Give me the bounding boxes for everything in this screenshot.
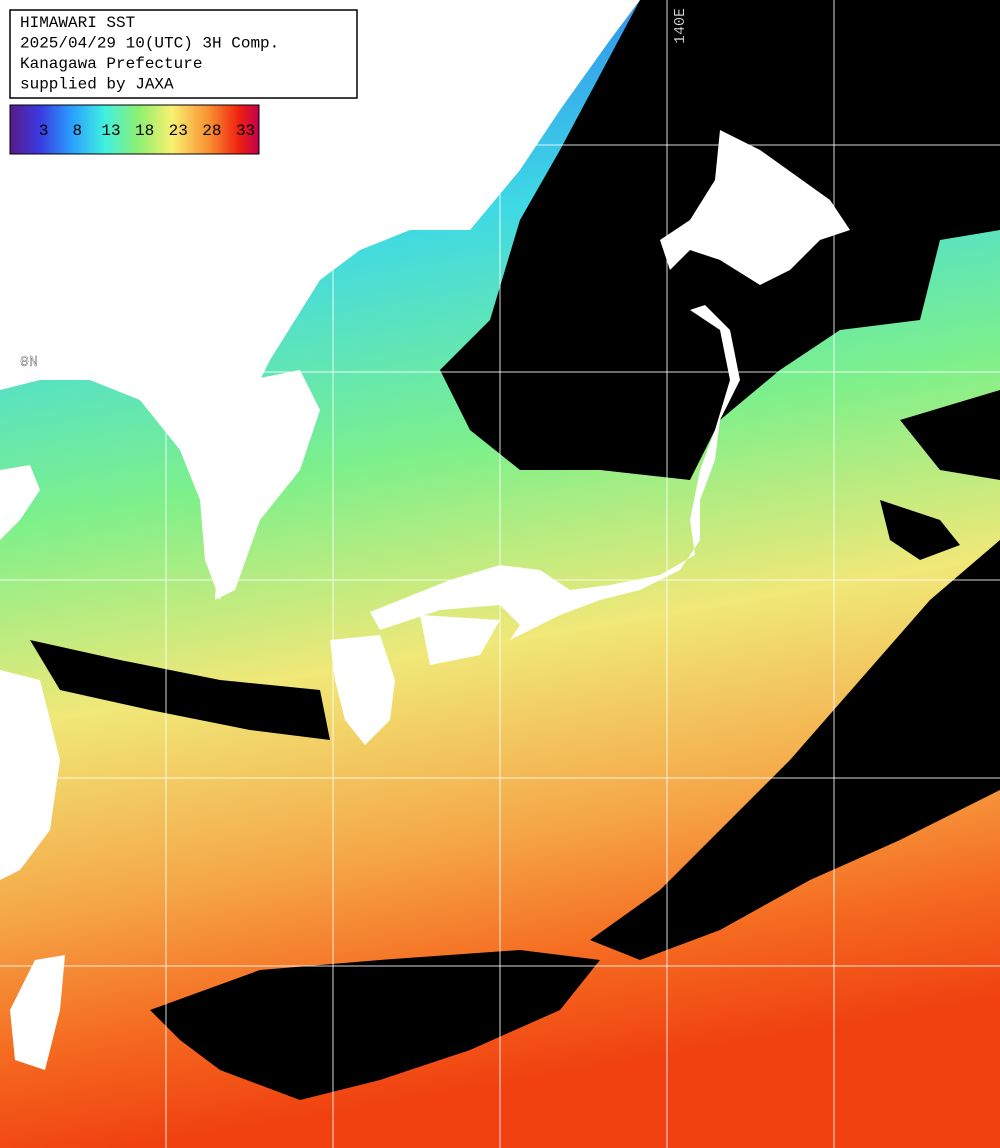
colorbar-tick-label: 8: [72, 122, 82, 140]
header: HIMAWARI SST 2025/04/29 10(UTC) 3H Comp. K…: [20, 14, 279, 94]
colorbar-tick-label: 23: [169, 122, 188, 140]
header-line: Kanagawa Prefecture: [20, 55, 202, 73]
colorbar-tick-label: 33: [236, 122, 255, 140]
header-line: 2025/04/29 10(UTC) 3H Comp.: [20, 35, 279, 53]
longitude-label: 140E: [672, 8, 689, 44]
colorbar-tick-label: 18: [135, 122, 154, 140]
colorbar-tick-label: 13: [101, 122, 120, 140]
colorbar-tick-label: 28: [202, 122, 221, 140]
colorbar: [9, 104, 260, 155]
colorbar-tick-label: 3: [39, 122, 49, 140]
latitude-label: 0N: [20, 354, 38, 371]
header-line: HIMAWARI SST: [20, 14, 135, 32]
colorbar-ticks: 3 8 13 18 23 28 33: [39, 122, 255, 140]
header-box: [9, 9, 358, 99]
header-line: supplied by JAXA: [20, 76, 174, 94]
